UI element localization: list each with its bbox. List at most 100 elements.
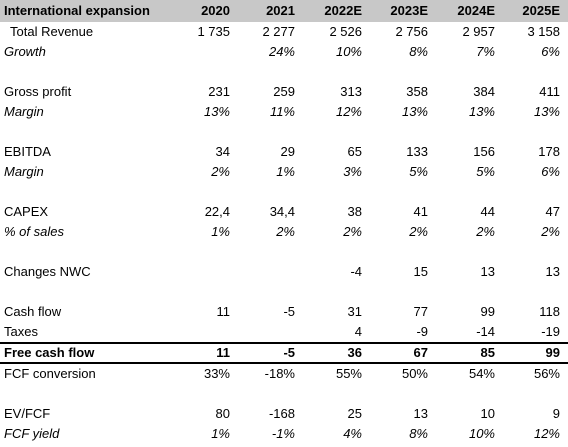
row-value: 56% <box>533 366 560 381</box>
header-year: 2024E <box>457 3 495 18</box>
row-value: 33% <box>203 366 230 381</box>
row-value: 55% <box>335 366 362 381</box>
row-value: -5 <box>283 345 295 360</box>
row-value <box>225 322 295 342</box>
row-value: 11% <box>269 104 295 119</box>
row-value: 11 <box>216 345 230 360</box>
row-value: 5% <box>409 164 428 179</box>
row-value: -19 <box>541 324 560 339</box>
row-value: 2% <box>409 224 428 239</box>
row-value: 6% <box>541 164 560 179</box>
header-year: 2021 <box>266 3 295 18</box>
spacer-row <box>0 182 568 202</box>
row-value: 8% <box>409 426 428 441</box>
row-fcf-conversion: FCF conversion 33% -18% 55% 50% 54% 56% <box>0 364 568 384</box>
row-ev-fcf: EV/FCF 80 -168 25 13 10 9 <box>0 404 568 424</box>
row-label: Free cash flow <box>4 345 95 360</box>
row-value: 24% <box>268 44 295 59</box>
row-value: 259 <box>273 84 295 99</box>
row-gross-profit: Gross profit 231 259 313 358 384 411 <box>0 82 568 102</box>
row-value: 44 <box>480 204 495 219</box>
row-value: 31 <box>347 304 362 319</box>
row-value: 50% <box>401 366 428 381</box>
row-value: 384 <box>473 84 495 99</box>
row-value: 67 <box>413 345 428 360</box>
row-value: 13% <box>203 104 230 119</box>
row-label: Changes NWC <box>4 264 91 279</box>
row-value: 13% <box>468 104 495 119</box>
row-value: 8% <box>409 44 428 59</box>
row-value: -168 <box>268 406 295 421</box>
row-label: Cash flow <box>4 304 62 319</box>
row-label: EBITDA <box>4 144 51 159</box>
row-value: 13% <box>533 104 560 119</box>
row-value: 6% <box>541 44 560 59</box>
row-fcf-yield: FCF yield 1% -1% 4% 8% 10% 12% <box>0 424 568 444</box>
row-value: 3 158 <box>527 24 560 39</box>
row-value: 231 <box>208 84 230 99</box>
row-value: 2% <box>343 224 362 239</box>
row-value: 99 <box>480 304 495 319</box>
header-year: 2022E <box>324 3 362 18</box>
row-capex-pct-sales: % of sales 1% 2% 2% 2% 2% 2% <box>0 222 568 242</box>
row-value: 99 <box>545 345 560 360</box>
row-value: 54% <box>468 366 495 381</box>
header-label: International expansion <box>4 3 150 18</box>
spacer-row <box>0 384 568 404</box>
row-value: 2 277 <box>262 24 295 39</box>
row-value: 9 <box>552 406 560 421</box>
row-value: 5% <box>476 164 495 179</box>
row-value <box>225 262 295 282</box>
row-label: FCF conversion <box>4 366 96 381</box>
row-label: Growth <box>4 44 46 59</box>
row-value: 156 <box>473 144 495 159</box>
header-year: 2025E <box>522 3 560 18</box>
row-label: FCF yield <box>4 426 60 441</box>
row-value: 13 <box>480 264 495 279</box>
row-value: 2 756 <box>395 24 428 39</box>
row-value: 7% <box>476 44 495 59</box>
row-value: 2% <box>211 164 230 179</box>
row-value: 1 735 <box>197 24 230 39</box>
row-value: 41 <box>413 204 428 219</box>
row-value: 2% <box>276 224 295 239</box>
row-value: 2 957 <box>462 24 495 39</box>
row-value: -1% <box>271 426 295 441</box>
row-value: 15 <box>413 264 428 279</box>
row-capex: CAPEX 22,4 34,4 38 41 44 47 <box>0 202 568 222</box>
row-value: 34 <box>215 144 230 159</box>
row-value <box>160 322 230 342</box>
row-label: Margin <box>4 164 44 179</box>
row-value: 2% <box>541 224 560 239</box>
row-label: % of sales <box>4 224 64 239</box>
row-value: -5 <box>283 304 295 319</box>
row-value: 12% <box>335 104 362 119</box>
spacer-row <box>0 122 568 142</box>
row-value: 1% <box>276 164 295 179</box>
row-value: 2% <box>476 224 495 239</box>
row-value: 11 <box>216 304 231 319</box>
row-value: 13 <box>545 264 560 279</box>
row-value: -4 <box>350 264 362 279</box>
row-value: 29 <box>280 144 295 159</box>
row-value: 77 <box>413 304 428 319</box>
row-value: 13% <box>401 104 428 119</box>
row-value: 80 <box>215 406 230 421</box>
row-value: 118 <box>539 304 560 319</box>
row-value: 411 <box>539 84 560 99</box>
row-value: 178 <box>538 144 560 159</box>
row-label: EV/FCF <box>4 406 51 421</box>
header-row: International expansion 2020 2021 2022E … <box>0 0 568 22</box>
row-ebitda-margin: Margin 2% 1% 3% 5% 5% 6% <box>0 162 568 182</box>
row-value: 3% <box>343 164 362 179</box>
row-label: Taxes <box>4 324 38 339</box>
row-value: 4% <box>343 426 362 441</box>
row-value: 22,4 <box>204 204 230 219</box>
row-value: 313 <box>340 84 362 99</box>
row-value <box>160 42 230 62</box>
row-value: 25 <box>347 406 362 421</box>
row-value: 10% <box>468 426 495 441</box>
row-value: 36 <box>347 345 362 360</box>
row-value: 13 <box>413 406 428 421</box>
